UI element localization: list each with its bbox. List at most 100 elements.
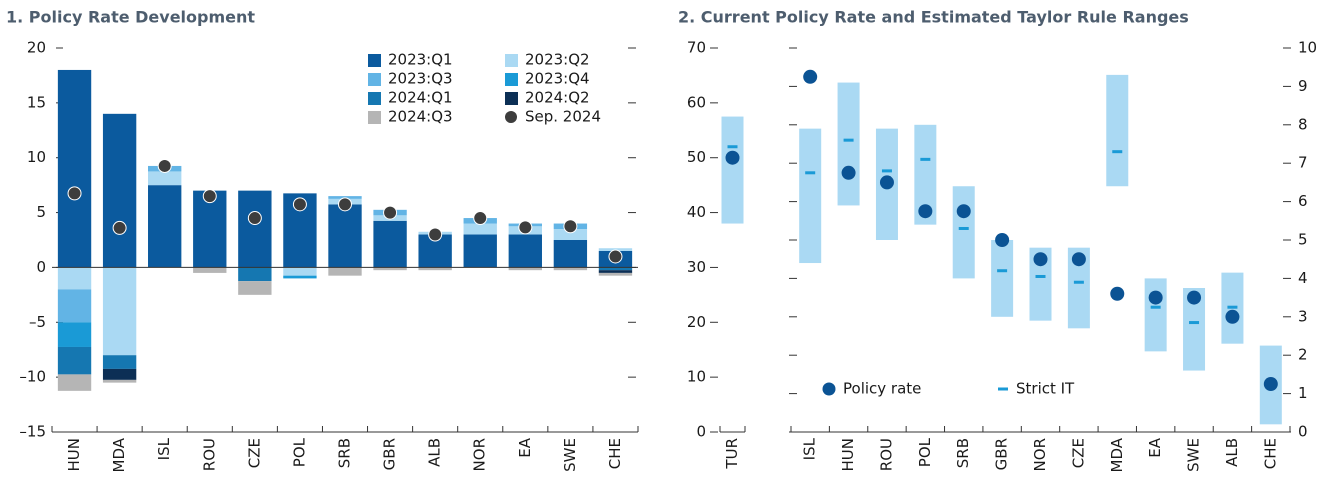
legend-label: 2023:Q2 bbox=[525, 51, 590, 69]
x-tick-label: ISL bbox=[801, 437, 819, 460]
legend-dash bbox=[998, 387, 1008, 391]
bar-segment bbox=[418, 267, 452, 271]
bar-segment bbox=[57, 69, 92, 268]
bar-segment bbox=[598, 272, 633, 276]
x-tick-label: ROU bbox=[877, 438, 895, 471]
legend-dot bbox=[505, 111, 517, 123]
bar-segment bbox=[193, 267, 227, 273]
x-tick-label: CZE bbox=[245, 438, 263, 468]
strict-it-dash bbox=[1073, 280, 1084, 284]
y-tick-label: –10 bbox=[19, 368, 46, 386]
strict-it-dash bbox=[1189, 321, 1200, 325]
policy-dot bbox=[1110, 286, 1125, 301]
range-bar bbox=[914, 124, 937, 225]
y2-tick-label: 3 bbox=[1298, 307, 1308, 325]
policy-dot bbox=[918, 204, 933, 219]
strict-it-dash bbox=[727, 145, 738, 149]
legend-label: 2023:Q3 bbox=[388, 70, 453, 88]
policy-dot bbox=[1263, 377, 1278, 391]
bar-segment bbox=[463, 223, 497, 235]
y2-tick-label: 7 bbox=[1298, 154, 1308, 172]
y2-tick-label: 10 bbox=[1298, 39, 1317, 57]
legend-swatch bbox=[368, 92, 381, 105]
x-tick-label: GBR bbox=[381, 438, 399, 470]
bar-segment bbox=[553, 240, 588, 268]
bar-segment bbox=[148, 171, 182, 186]
y-tick-label: 15 bbox=[27, 93, 46, 111]
policy-dot bbox=[1071, 252, 1086, 267]
x-tick-label: NOR bbox=[1031, 438, 1049, 471]
y-tick-label: 0 bbox=[696, 423, 706, 441]
legend-label: 2023:Q4 bbox=[525, 70, 590, 88]
x-tick-label: CHE bbox=[1261, 438, 1279, 469]
y-tick-label: 30 bbox=[687, 258, 706, 276]
range-bar bbox=[991, 240, 1014, 317]
x-tick-label: ISL bbox=[155, 437, 173, 460]
marker-dot bbox=[428, 227, 443, 242]
x-tick-label: CZE bbox=[1069, 438, 1087, 468]
bar-segment bbox=[598, 270, 633, 273]
policy-dot bbox=[841, 165, 856, 180]
x-tick-label: POL bbox=[290, 437, 308, 467]
x-tick-label: EA bbox=[516, 437, 534, 457]
chart-title: 1. Policy Rate Development bbox=[6, 8, 255, 27]
x-tick-label: EA bbox=[1146, 437, 1164, 457]
y2-tick-label: 8 bbox=[1298, 115, 1308, 133]
y-tick-label: 70 bbox=[687, 39, 706, 57]
y-tick-label: –15 bbox=[19, 423, 46, 441]
range-bar bbox=[1106, 74, 1129, 187]
bar-segment bbox=[57, 289, 92, 323]
bar-segment bbox=[57, 267, 92, 290]
bar-segment bbox=[238, 281, 272, 295]
marker-dot bbox=[292, 197, 307, 212]
y-tick-label: –5 bbox=[29, 313, 46, 331]
policy-dot bbox=[1148, 290, 1163, 305]
bar-segment bbox=[238, 267, 272, 282]
bar-segment bbox=[328, 204, 362, 268]
bar-segment bbox=[193, 190, 227, 268]
y-tick-label: 50 bbox=[687, 148, 706, 166]
policy-dot bbox=[725, 150, 740, 165]
marker-dot bbox=[338, 197, 352, 212]
bar-segment bbox=[283, 267, 317, 276]
x-tick-label: ROU bbox=[200, 438, 218, 471]
bar-segment bbox=[508, 267, 542, 271]
bar-segment bbox=[57, 374, 92, 391]
marker-dot bbox=[67, 186, 82, 201]
bar-segment bbox=[328, 267, 362, 276]
legend-label: Policy rate bbox=[843, 380, 921, 398]
legend-swatch bbox=[505, 54, 518, 67]
policy-dot bbox=[956, 204, 971, 219]
legend-label: 2024:Q1 bbox=[388, 89, 453, 107]
legend-label: 2024:Q3 bbox=[388, 108, 453, 126]
strict-it-dash bbox=[1035, 274, 1046, 278]
y-tick-label: 20 bbox=[687, 313, 706, 331]
policy-dot bbox=[1033, 252, 1048, 267]
y2-tick-label: 5 bbox=[1298, 231, 1308, 249]
marker-dot bbox=[518, 220, 533, 235]
x-tick-label: HUN bbox=[839, 438, 857, 471]
legend-label: Sep. 2024 bbox=[525, 108, 601, 126]
y2-tick-label: 9 bbox=[1298, 77, 1308, 95]
x-tick-label: GBR bbox=[993, 438, 1011, 470]
legend-label: Strict IT bbox=[1016, 380, 1075, 398]
bar-segment bbox=[102, 113, 137, 268]
strict-it-dash bbox=[920, 157, 931, 161]
x-tick-label: HUN bbox=[65, 438, 83, 471]
bar-segment bbox=[102, 379, 137, 383]
strict-it-dash bbox=[1227, 305, 1238, 309]
y2-tick-label: 6 bbox=[1298, 192, 1308, 210]
y-tick-label: 40 bbox=[687, 203, 706, 221]
bar-segment bbox=[283, 275, 317, 279]
y-tick-label: 10 bbox=[27, 148, 46, 166]
strict-it-dash bbox=[1112, 150, 1123, 154]
y-tick-label: 10 bbox=[687, 368, 706, 386]
marker-dot bbox=[608, 249, 623, 264]
range-bar bbox=[1183, 288, 1206, 371]
range-bar bbox=[952, 186, 975, 279]
x-tick-label: MDA bbox=[110, 437, 128, 472]
bar-segment bbox=[553, 267, 588, 271]
bar-segment bbox=[508, 234, 542, 268]
marker-dot bbox=[157, 158, 172, 173]
